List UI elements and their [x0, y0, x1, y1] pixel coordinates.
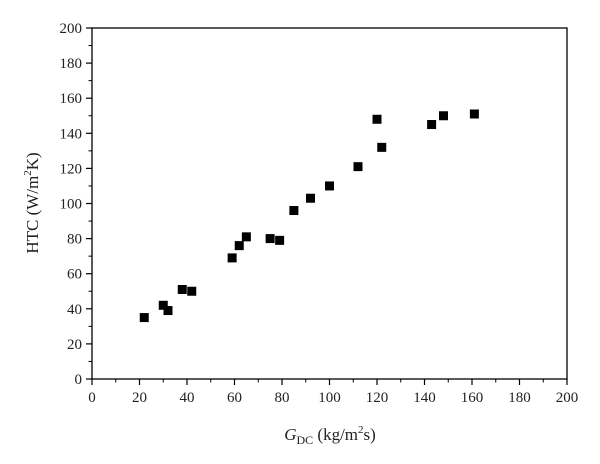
data-point: [372, 114, 382, 124]
data-point: [265, 234, 275, 244]
x-tick-label: 40: [180, 390, 195, 406]
data-point: [469, 109, 479, 119]
y-axis-title-end: K): [23, 152, 42, 170]
y-axis-title: HTC (W/m2K): [22, 152, 42, 253]
data-point: [177, 284, 187, 294]
data-points: [139, 109, 479, 323]
data-point: [227, 253, 237, 263]
x-tick-label: 20: [132, 390, 147, 406]
y-tick-label: 200: [60, 21, 83, 37]
y-tick-label: 100: [60, 197, 83, 213]
data-point: [439, 111, 448, 121]
y-tick-label: 60: [67, 267, 82, 283]
data-point: [377, 142, 387, 152]
x-tick-label: 180: [508, 390, 531, 406]
x-tick-label: 200: [556, 390, 579, 406]
x-axis-title-superscript: 2: [358, 424, 364, 436]
data-point: [306, 193, 315, 203]
y-tick-label: 20: [67, 337, 82, 353]
x-axis-title-unit-end: s): [364, 425, 376, 444]
x-tick-label: 140: [413, 390, 436, 406]
y-tick-label: 180: [60, 56, 83, 72]
x-axis-title-unit: (kg/m: [313, 425, 358, 444]
data-point: [275, 235, 285, 245]
x-tick-label: 100: [318, 390, 341, 406]
x-tick-label: 60: [227, 390, 242, 406]
data-point: [289, 206, 299, 216]
y-tick-label: 80: [67, 232, 82, 248]
y-axis-title-superscript: 2: [22, 170, 34, 176]
y-tick-label: 120: [60, 161, 83, 177]
x-axis: 0 20 40 60 80 100 120 140 160 180 200: [88, 379, 578, 406]
data-point: [139, 313, 149, 323]
y-tick-label: 40: [67, 302, 82, 318]
y-axis-title-main: HTC (W/m: [23, 176, 42, 254]
x-tick-label: 120: [366, 390, 389, 406]
y-tick-label: 140: [60, 126, 83, 142]
x-axis-title: GDC (kg/m2s): [284, 424, 376, 447]
data-point: [325, 181, 334, 191]
x-tick-label: 80: [275, 390, 290, 406]
data-point: [241, 232, 251, 242]
plot-frame: [91, 27, 568, 380]
data-point: [187, 286, 197, 296]
y-tick-label: 160: [60, 91, 83, 107]
x-tick-label: 160: [461, 390, 484, 406]
x-axis-title-subscript: DC: [296, 433, 313, 447]
data-point: [158, 300, 168, 310]
data-point: [163, 306, 173, 316]
data-point: [353, 162, 363, 172]
x-tick-label: 0: [88, 390, 96, 406]
data-point: [427, 120, 437, 130]
data-point: [234, 241, 244, 251]
y-axis: 0 20 40 60 80 100 120 140 160 180 200: [60, 21, 92, 388]
x-axis-title-main: G: [284, 425, 296, 444]
y-tick-label: 0: [75, 372, 83, 388]
